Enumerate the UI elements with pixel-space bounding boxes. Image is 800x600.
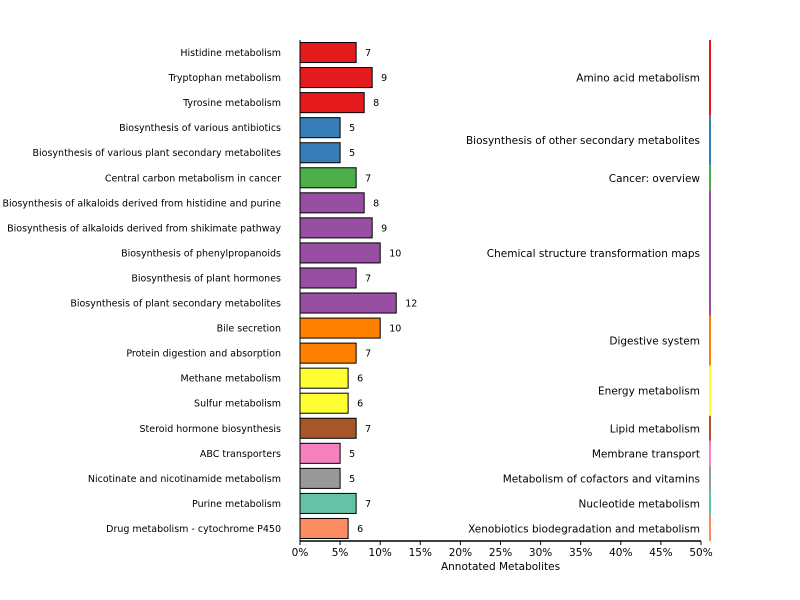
bar-value-label: 8 <box>373 198 379 209</box>
pathway-label: Sulfur metabolism <box>194 399 281 410</box>
x-tick-label: 0% <box>292 547 309 559</box>
bar <box>299 367 349 389</box>
bar-value-label: 5 <box>349 123 355 134</box>
group-label: Nucleotide metabolism <box>579 498 700 510</box>
bar <box>299 242 381 264</box>
bar-value-label: 7 <box>365 273 371 284</box>
x-tick-label: 40% <box>609 547 632 559</box>
group-layer: Amino acid metabolism Biosynthesis of oth… <box>466 40 711 541</box>
bar <box>299 442 341 464</box>
bar-value-label: 10 <box>389 248 401 259</box>
group-label: Lipid metabolism <box>610 423 700 435</box>
bar <box>299 492 357 514</box>
bar-value-label: 7 <box>365 173 371 184</box>
pathway-label: ABC transporters <box>200 449 281 460</box>
bar-value-label: 7 <box>365 424 371 435</box>
pathway-label: Biosynthesis of various plant secondary … <box>33 148 282 159</box>
pathway-label: Steroid hormone biosynthesis <box>139 424 281 435</box>
x-tick-label: 10% <box>369 547 392 559</box>
pathway-label: Methane metabolism <box>181 374 281 385</box>
pathway-label: Drug metabolism - cytochrome P450 <box>106 524 281 535</box>
pathway-labels-layer: Histidine metabolism Tryptophan metabolis… <box>2 48 281 535</box>
bar <box>299 467 341 489</box>
bar-value-label: 5 <box>349 449 355 460</box>
bar-value-label: 6 <box>357 399 363 410</box>
pathway-label: Nicotinate and nicotinamide metabolism <box>88 474 281 485</box>
bar-value-label: 12 <box>405 299 417 310</box>
bar-value-label: 5 <box>349 148 355 159</box>
x-tick-label: 50% <box>689 547 712 559</box>
bar <box>299 417 357 439</box>
pathway-label: Bile secretion <box>217 324 281 335</box>
pathway-label: Central carbon metabolism in cancer <box>105 173 281 184</box>
pathway-label: Biosynthesis of alkaloids derived from s… <box>7 223 281 234</box>
group-label: Metabolism of cofactors and vitamins <box>503 473 700 485</box>
x-tick-label: 45% <box>649 547 672 559</box>
group-label: Energy metabolism <box>598 386 700 398</box>
bar <box>299 267 357 289</box>
bar <box>299 142 341 164</box>
bar <box>299 167 357 189</box>
bar-value-label: 7 <box>365 48 371 59</box>
pathway-label: Tyrosine metabolism <box>182 98 281 109</box>
bar <box>299 67 373 89</box>
pathway-label: Biosynthesis of plant hormones <box>131 273 281 284</box>
group-label: Cancer: overview <box>609 173 701 185</box>
bar <box>299 192 365 214</box>
pathway-label: Biosynthesis of various antibiotics <box>119 123 281 134</box>
bar-value-label: 7 <box>365 349 371 360</box>
group-label: Amino acid metabolism <box>576 73 700 85</box>
bar <box>299 342 357 364</box>
pathway-label: Tryptophan metabolism <box>168 73 281 84</box>
bar <box>299 117 341 139</box>
group-label: Digestive system <box>609 336 700 348</box>
bar-value-label: 9 <box>381 223 387 234</box>
pathway-label: Histidine metabolism <box>180 48 281 59</box>
group-label: Biosynthesis of other secondary metaboli… <box>466 135 700 147</box>
bar-value-label: 8 <box>373 98 379 109</box>
bar-value-label: 6 <box>357 524 363 535</box>
x-tick-label: 25% <box>489 547 512 559</box>
bar-value-label: 6 <box>357 374 363 385</box>
x-tick-label: 15% <box>409 547 432 559</box>
x-tick-label: 30% <box>529 547 552 559</box>
group-label: Chemical structure transformation maps <box>487 248 700 260</box>
x-axis: 0% 5% 10% 15% 20% 25% 30% 35% 40% 45% 50% <box>292 40 713 559</box>
x-axis-title: Annotated Metabolites <box>441 561 560 573</box>
bar-value-label: 10 <box>389 324 401 335</box>
bar <box>299 42 357 64</box>
bar <box>299 392 349 414</box>
bar-value-label: 5 <box>349 474 355 485</box>
bar-value-label: 9 <box>381 73 387 84</box>
pathway-label: Biosynthesis of phenylpropanoids <box>121 248 281 259</box>
bar <box>299 292 397 314</box>
bar-value-label: 7 <box>365 499 371 510</box>
x-tick-label: 20% <box>449 547 472 559</box>
bar <box>299 217 373 239</box>
x-tick-label: 5% <box>332 547 349 559</box>
pathway-label: Biosynthesis of alkaloids derived from h… <box>2 198 281 209</box>
pathway-label: Purine metabolism <box>192 499 281 510</box>
group-label: Xenobiotics biodegradation and metabolis… <box>468 523 700 535</box>
bars-layer <box>299 42 397 539</box>
group-label: Membrane transport <box>592 448 700 460</box>
bar <box>299 92 365 114</box>
pathway-label: Protein digestion and absorption <box>126 349 281 360</box>
value-labels-layer: 7 9 8 5 5 7 8 9 10 7 12 10 7 6 6 7 5 5 7 6 <box>349 48 417 535</box>
bar <box>299 517 349 539</box>
bar <box>299 317 381 339</box>
pathway-label: Biosynthesis of plant secondary metaboli… <box>70 299 281 310</box>
x-tick-label: 35% <box>569 547 592 559</box>
